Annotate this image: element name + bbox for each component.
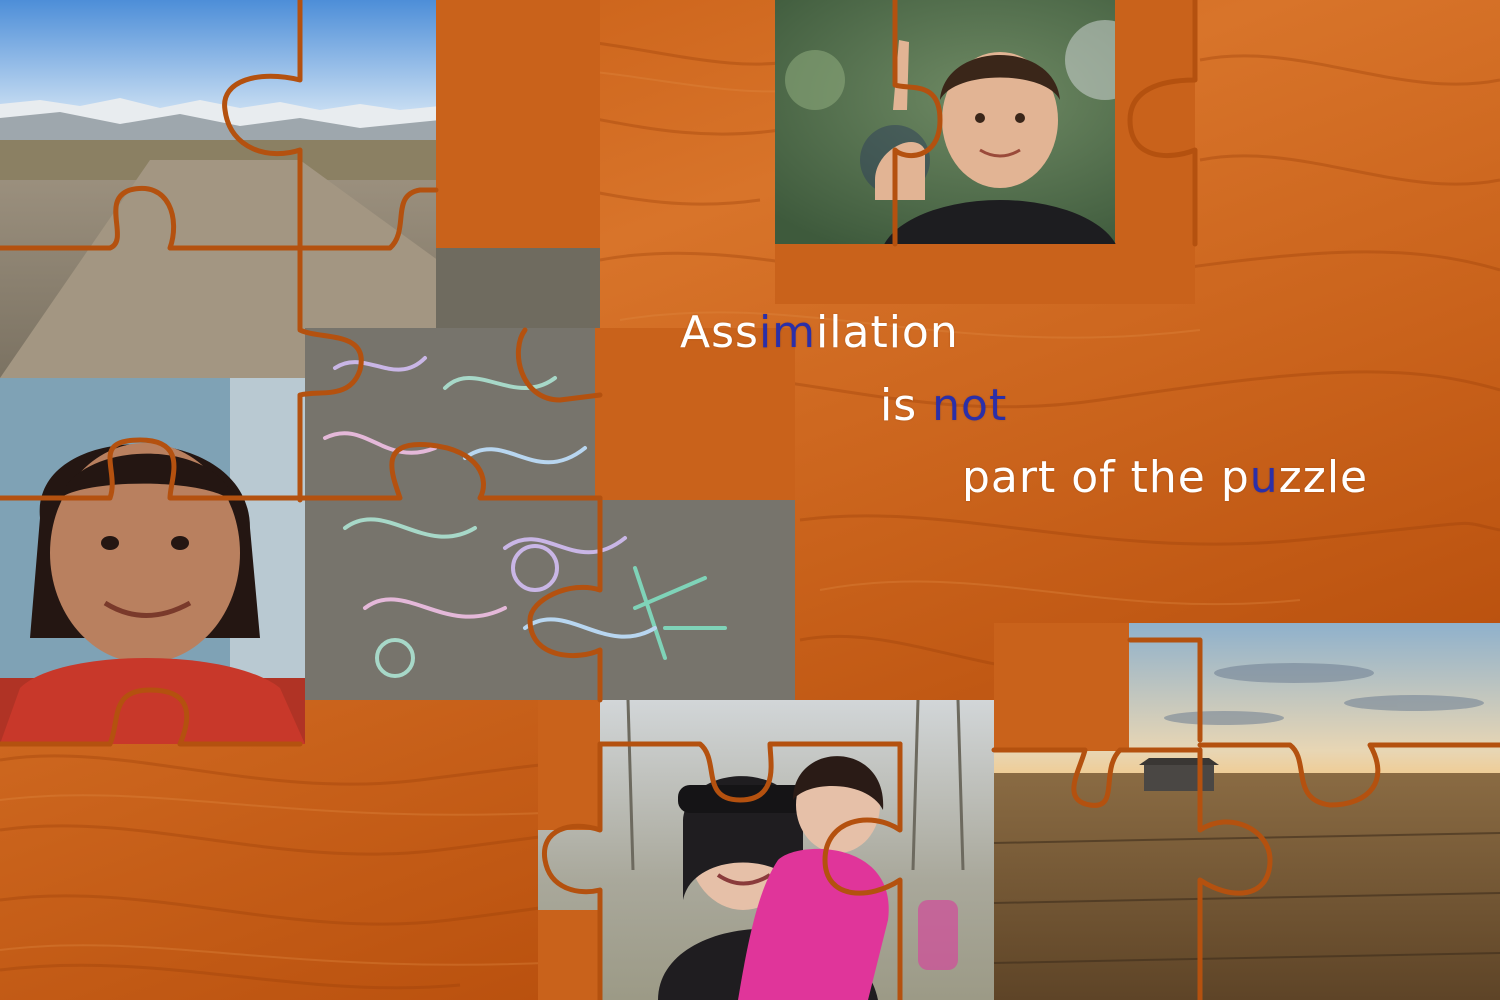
girl-portrait-photo (0, 378, 305, 744)
headline-line-3: part of the puzzle (962, 452, 1368, 503)
headline-line-1-highlight: im (758, 307, 817, 358)
dirt-road-mountains-photo (0, 0, 600, 378)
headline-line-3-pre: part of the p (962, 452, 1250, 503)
headline-line-1-post: ilation (816, 307, 959, 358)
headline-line-2: is not (880, 380, 1007, 431)
field-sunset-photo (994, 623, 1500, 1000)
woman-child-piggyback-photo (538, 700, 994, 1000)
headline-line-3-highlight: u (1249, 452, 1279, 503)
headline-line-2-highlight: not (932, 380, 1008, 431)
boy-peace-sign-photo (775, 0, 1195, 304)
headline-line-1-pre: Ass (680, 307, 759, 358)
headline-line-2-pre: is (880, 380, 933, 431)
headline-line-3-post: zzle (1278, 452, 1369, 503)
headline-line-1: Assimilation (680, 307, 959, 358)
chalk-drawings-photo (305, 328, 795, 700)
